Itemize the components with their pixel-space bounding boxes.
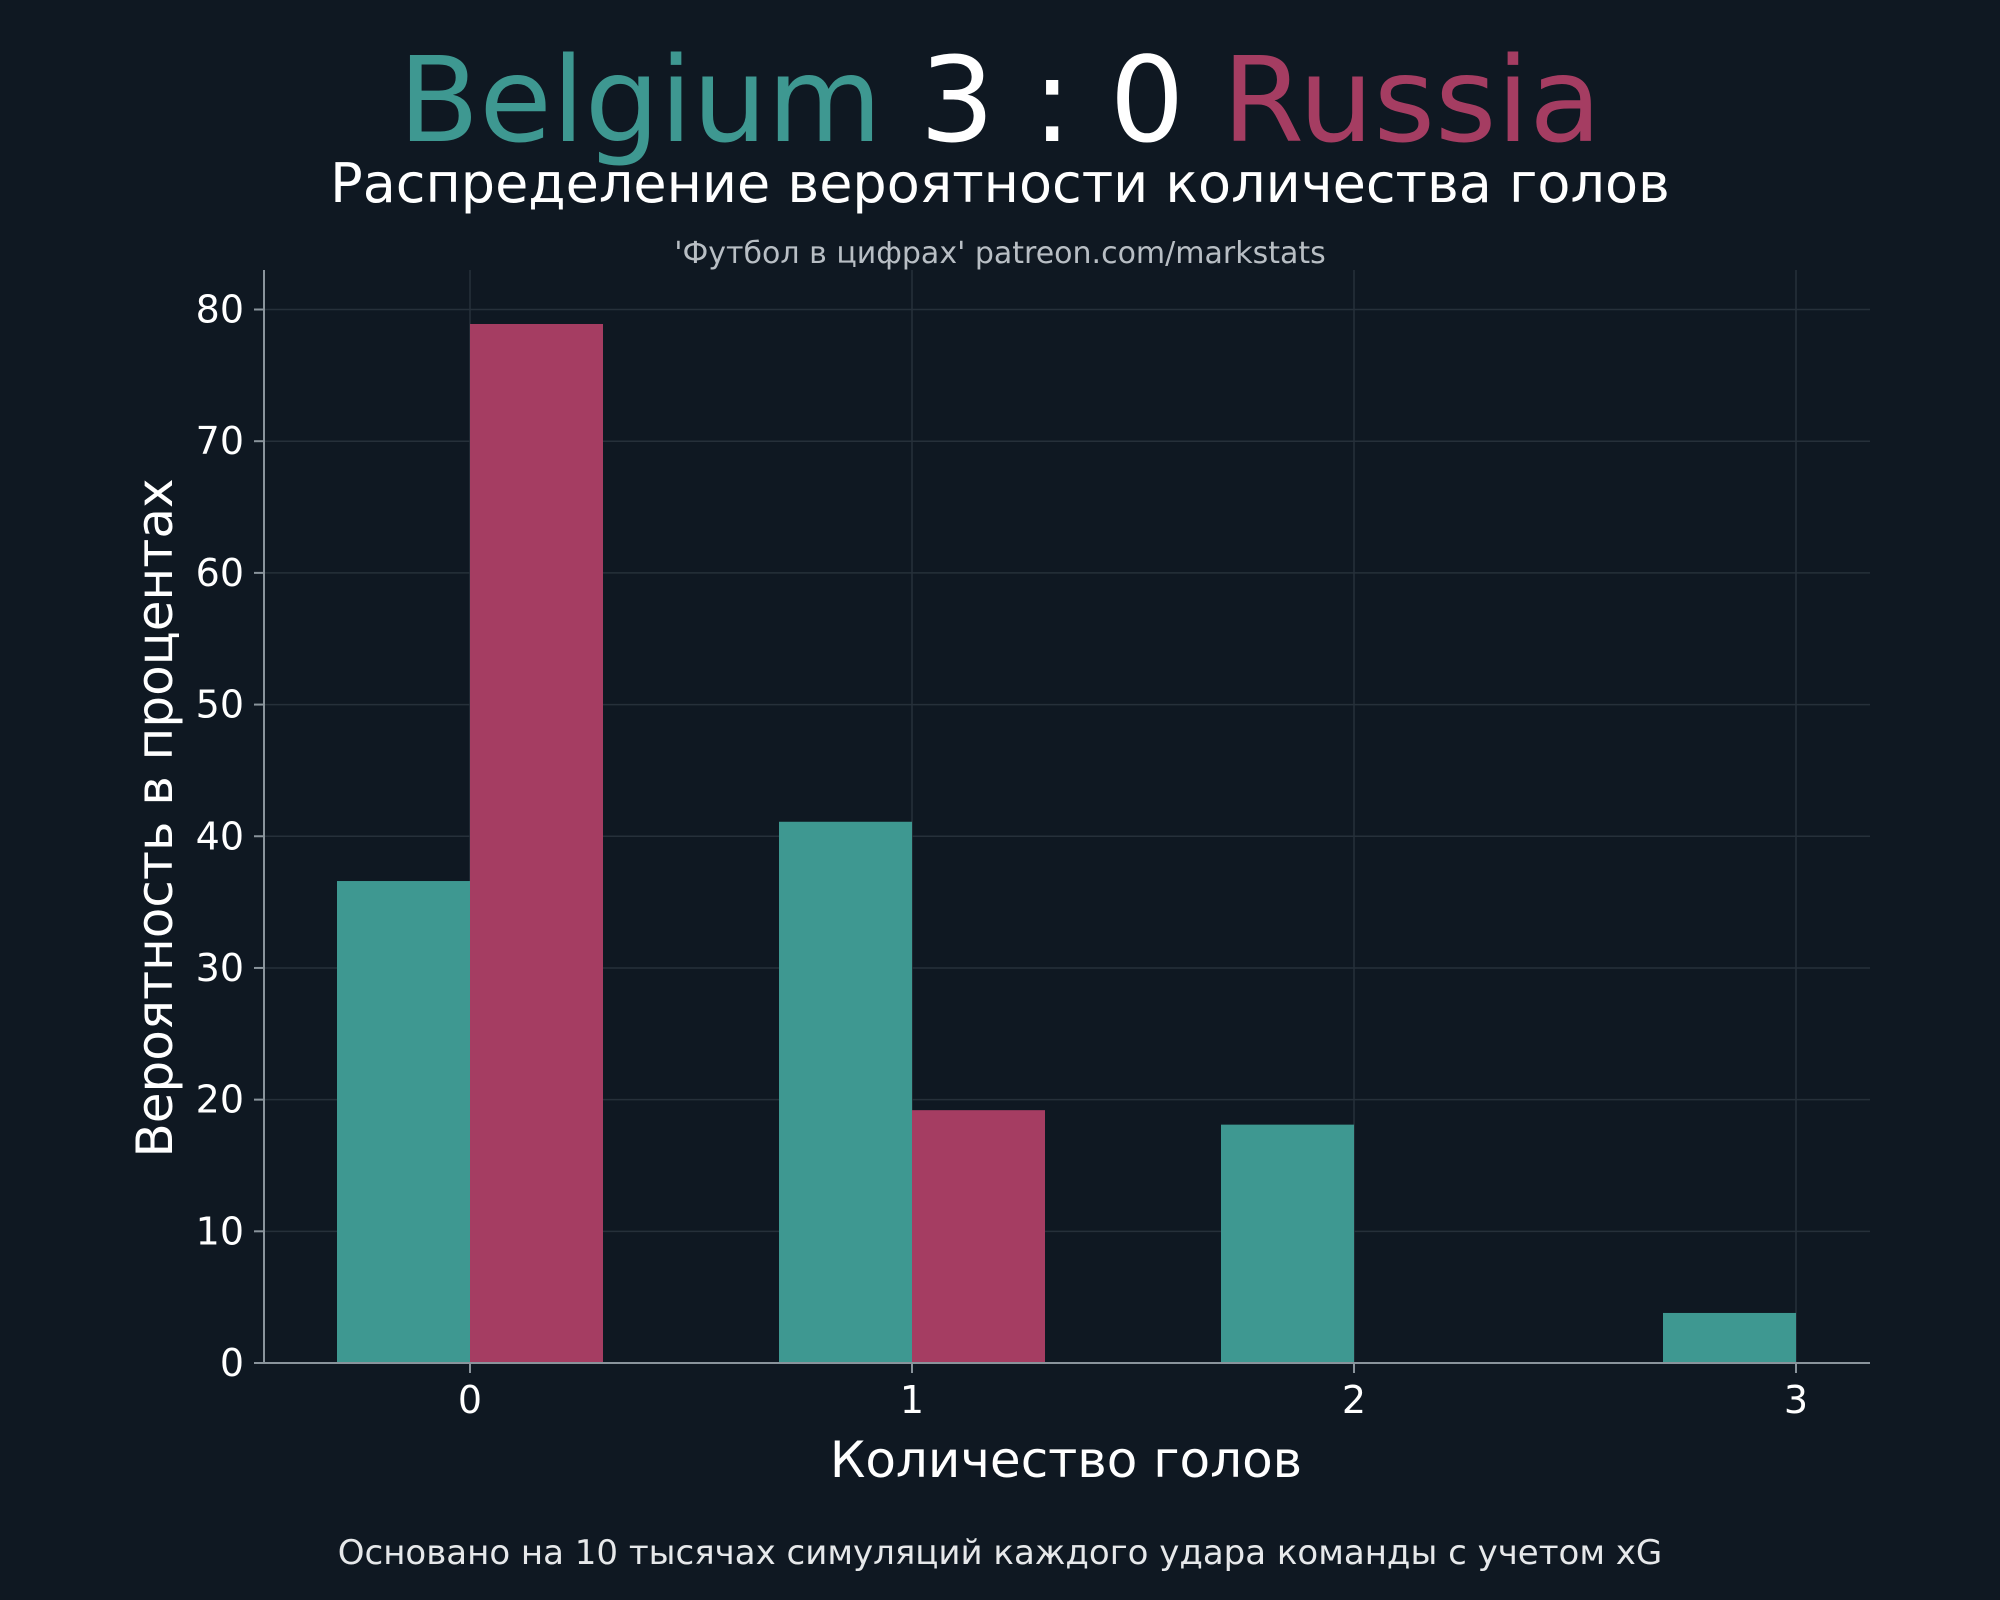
y-tick-label: 40 bbox=[196, 814, 244, 858]
bar-russia-0 bbox=[470, 323, 603, 1363]
chart-credit: 'Футбол в цифрах' patreon.com/markstats bbox=[674, 236, 1326, 271]
match-score: 3 : 0 bbox=[919, 31, 1185, 169]
y-tick-label: 70 bbox=[196, 419, 244, 463]
bar-belgium-1 bbox=[779, 821, 912, 1363]
y-tick-label: 20 bbox=[196, 1078, 244, 1122]
y-tick-label: 10 bbox=[196, 1209, 244, 1253]
x-axis-title: Количество голов bbox=[830, 1431, 1302, 1489]
y-tick-label: 80 bbox=[196, 288, 244, 332]
x-tick-label: 0 bbox=[458, 1378, 482, 1422]
y-axis-title: Вероятность в процентах bbox=[126, 478, 184, 1157]
bar-belgium-2 bbox=[1221, 1124, 1354, 1363]
away-team-name: Russia bbox=[1222, 31, 1602, 169]
x-tick-label: 2 bbox=[1342, 1378, 1366, 1422]
chart-footnote: Основано на 10 тысячах симуляций каждого… bbox=[337, 1533, 1663, 1573]
x-tick-label: 3 bbox=[1784, 1378, 1808, 1422]
bar-belgium-0 bbox=[337, 881, 470, 1363]
bar-russia-1 bbox=[912, 1110, 1045, 1363]
chart-subtitle: Распределение вероятности количества гол… bbox=[330, 152, 1670, 215]
tick-labels: 0 10 20 30 40 50 60 70 80 0 1 2 3 bbox=[196, 288, 1808, 1422]
y-tick-label: 50 bbox=[196, 683, 244, 727]
bars bbox=[337, 323, 1796, 1363]
y-tick-label: 60 bbox=[196, 551, 244, 595]
y-tick-label: 30 bbox=[196, 946, 244, 990]
axes bbox=[254, 270, 1870, 1373]
bar-belgium-3 bbox=[1663, 1312, 1796, 1363]
match-title: Belgium 3 : 0 Russia bbox=[0, 40, 2000, 160]
y-tick-label: 0 bbox=[220, 1341, 244, 1385]
home-team-name: Belgium bbox=[398, 31, 883, 169]
x-tick-label: 1 bbox=[900, 1378, 924, 1422]
